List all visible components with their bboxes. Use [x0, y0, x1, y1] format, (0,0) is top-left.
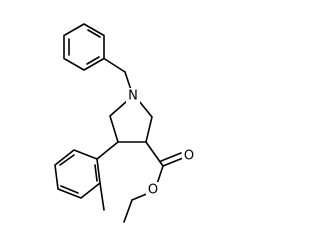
pyrrolidine-ring: [109, 100, 153, 143]
atom-label: O: [148, 183, 158, 198]
molecule-diagram: N O O: [54, 23, 196, 223]
bond: [123, 199, 133, 223]
double-bond: [86, 56, 100, 65]
atom-label: N: [128, 89, 138, 104]
benzene-ring: [63, 23, 105, 71]
bond: [103, 57, 126, 73]
bond: [99, 182, 105, 211]
bond: [96, 141, 119, 160]
bond: [156, 165, 164, 185]
double-bond: [59, 154, 75, 166]
bonds: [54, 23, 184, 223]
atom-label: O: [184, 149, 194, 164]
tolyl-ring: [54, 149, 101, 199]
double-bond: [162, 157, 184, 167]
double-bond: [160, 152, 182, 162]
double-bond: [60, 185, 79, 194]
bond: [145, 141, 164, 167]
label-background: [126, 88, 140, 104]
bond: [124, 71, 132, 91]
double-bond: [94, 164, 98, 182]
double-bond: [87, 29, 101, 38]
label-background: [182, 148, 196, 164]
label-background: [146, 182, 160, 198]
atom-labels: N O O: [126, 88, 196, 198]
